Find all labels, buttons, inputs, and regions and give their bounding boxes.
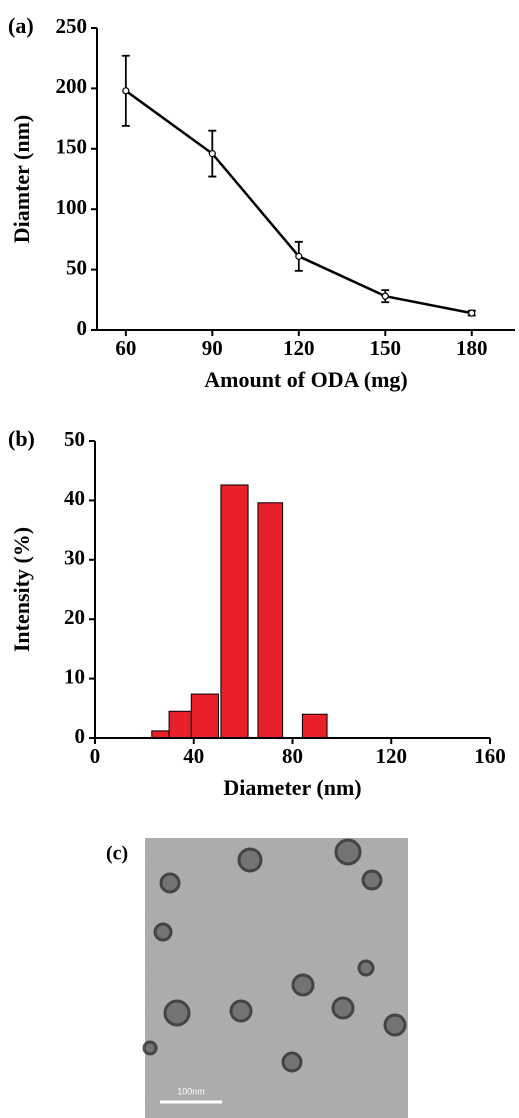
x-tick-label: 180 [456, 336, 488, 360]
y-tick-label: 150 [56, 135, 88, 159]
y-tick-label: 10 [64, 664, 85, 688]
data-point [296, 253, 302, 259]
y-tick-label: 200 [56, 74, 88, 98]
y-tick-label: 0 [77, 316, 88, 340]
y-axis-label: Diamter (nm) [9, 115, 34, 244]
x-tick-label: 120 [283, 336, 315, 360]
axes [97, 28, 515, 330]
data-point [123, 88, 129, 94]
x-tick-label: 90 [202, 336, 223, 360]
figure: 100nm (c) (a) Diamter (nm) Amount of ODA (… [0, 0, 519, 1118]
x-tick-label: 120 [376, 744, 408, 768]
bar [191, 694, 218, 738]
data-line [126, 91, 472, 313]
y-tick-label: 20 [64, 605, 85, 629]
axes [95, 441, 490, 738]
bar [258, 503, 283, 738]
y-tick-label: 0 [75, 724, 86, 748]
x-axis-label: Diameter (nm) [223, 775, 361, 800]
panel-label: (a) [8, 13, 34, 38]
x-tick-label: 80 [282, 744, 303, 768]
y-tick-label: 250 [56, 14, 88, 38]
tem-image: 100nm (c) [106, 838, 408, 1118]
y-axis-label: Intensity (%) [9, 527, 34, 652]
bar [152, 731, 169, 738]
y-tick-label: 100 [56, 195, 88, 219]
data-point [382, 293, 388, 299]
x-tick-label: 150 [370, 336, 402, 360]
y-tick-label: 30 [64, 546, 85, 570]
x-axis-label: Amount of ODA (mg) [204, 367, 408, 392]
scale-bar-label: 100nm [177, 1086, 205, 1096]
bar [221, 485, 248, 738]
panel-label: (c) [106, 843, 128, 865]
x-tick-label: 0 [90, 744, 101, 768]
y-tick-label: 50 [66, 255, 87, 279]
y-tick-label: 40 [64, 486, 85, 510]
bar [302, 714, 327, 738]
bar [169, 711, 191, 738]
panel-label: (b) [8, 426, 35, 451]
x-tick-label: 60 [115, 336, 136, 360]
x-tick-label: 160 [474, 744, 506, 768]
x-tick-label: 40 [183, 744, 204, 768]
y-tick-label: 50 [64, 427, 85, 451]
data-point [209, 151, 215, 157]
data-point [469, 310, 475, 316]
